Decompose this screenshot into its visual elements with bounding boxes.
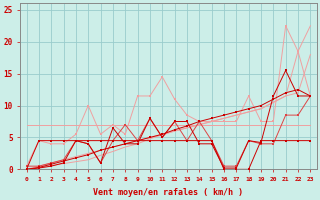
X-axis label: Vent moyen/en rafales ( km/h ): Vent moyen/en rafales ( km/h ) [93, 188, 244, 197]
